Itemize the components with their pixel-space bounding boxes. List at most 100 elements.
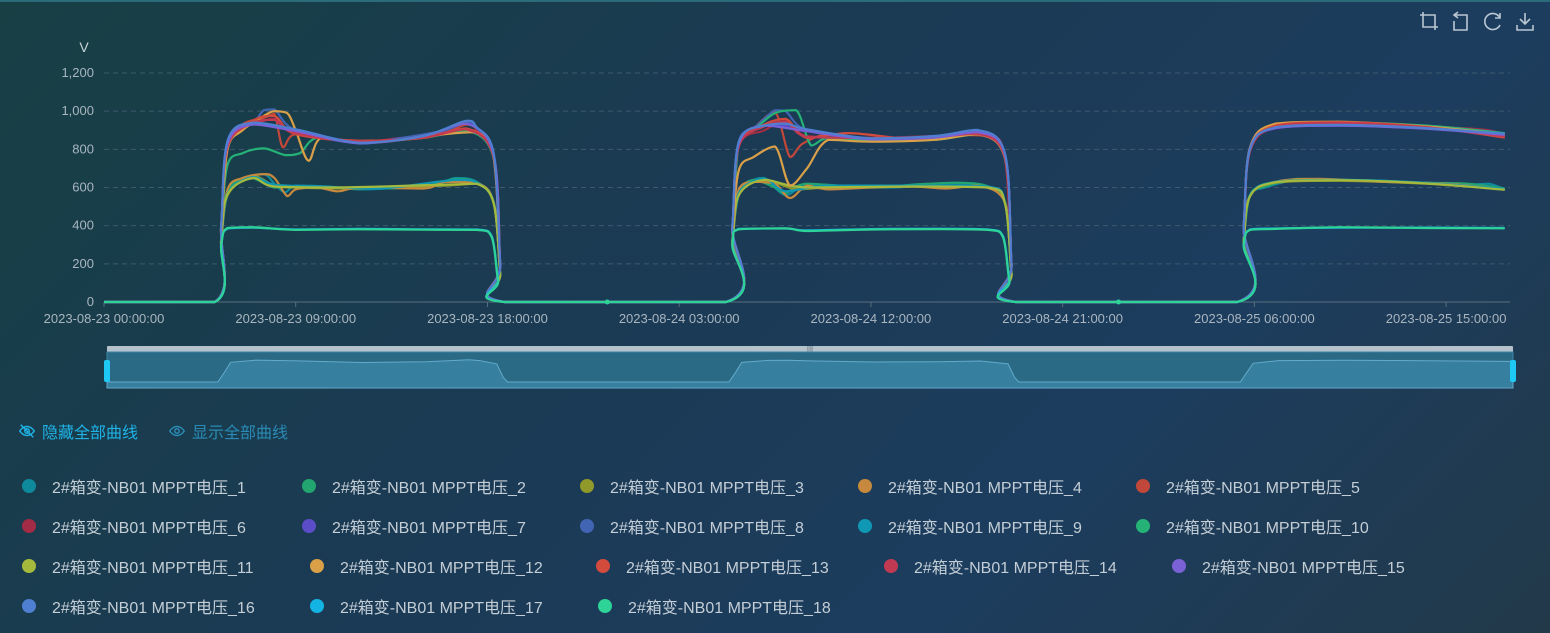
legend-color-dot bbox=[1172, 559, 1186, 573]
curve-toggles: 隐藏全部曲线 显示全部曲线 bbox=[18, 419, 288, 443]
chart-legend: 2#箱变-NB01 MPPT电压_1 2#箱变-NB01 MPPT电压_2 2#箱变… bbox=[22, 466, 1542, 626]
legend-item[interactable]: 2#箱变-NB01 MPPT电压_15 bbox=[1172, 554, 1405, 578]
refresh-icon[interactable] bbox=[1482, 10, 1504, 32]
series-point bbox=[604, 299, 610, 305]
legend-item[interactable]: 2#箱变-NB01 MPPT电压_11 bbox=[22, 554, 254, 578]
y-tick-label: 800 bbox=[72, 141, 94, 156]
legend-label: 2#箱变-NB01 MPPT电压_13 bbox=[626, 560, 829, 577]
top-border bbox=[0, 0, 1550, 2]
legend-item[interactable]: 2#箱变-NB01 MPPT电压_5 bbox=[1136, 474, 1360, 498]
line-chart[interactable]: 0 200 400 600 800 1,000 1,200 V 2023-08-23 00:00… bbox=[0, 0, 1550, 400]
legend-label: 2#箱变-NB01 MPPT电压_16 bbox=[52, 600, 255, 617]
zoom-handle-left[interactable] bbox=[104, 360, 110, 382]
y-tick-label: 600 bbox=[72, 180, 94, 195]
legend-item[interactable]: 2#箱变-NB01 MPPT电压_17 bbox=[310, 594, 543, 618]
series-line bbox=[104, 176, 1505, 304]
zoom-preview-area bbox=[106, 359, 1514, 389]
series-line bbox=[104, 176, 1505, 304]
chart-toolbox bbox=[1418, 10, 1536, 32]
legend-color-dot bbox=[884, 559, 898, 573]
y-tick-label: 1,200 bbox=[61, 65, 94, 80]
legend-label: 2#箱变-NB01 MPPT电压_6 bbox=[52, 520, 246, 537]
eye-icon bbox=[168, 425, 186, 437]
legend-item[interactable]: 2#箱变-NB01 MPPT电压_1 bbox=[22, 474, 246, 498]
legend-color-dot bbox=[310, 599, 324, 613]
legend-color-dot bbox=[1136, 479, 1150, 493]
legend-color-dot bbox=[310, 559, 324, 573]
legend-item[interactable]: 2#箱变-NB01 MPPT电压_8 bbox=[580, 514, 804, 538]
legend-item[interactable]: 2#箱变-NB01 MPPT电压_12 bbox=[310, 554, 543, 578]
legend-color-dot bbox=[596, 559, 610, 573]
legend-color-dot bbox=[858, 479, 872, 493]
series-line bbox=[104, 173, 1506, 304]
legend-label: 2#箱变-NB01 MPPT电压_14 bbox=[914, 560, 1117, 577]
x-tick-label: 2023-08-23 18:00:00 bbox=[427, 311, 548, 326]
y-tick-label: 1,000 bbox=[61, 103, 94, 118]
legend-label: 2#箱变-NB01 MPPT电压_11 bbox=[52, 560, 254, 577]
legend-row: 2#箱变-NB01 MPPT电压_16 2#箱变-NB01 MPPT电压_17 2#… bbox=[22, 586, 1542, 626]
legend-item[interactable]: 2#箱变-NB01 MPPT电压_9 bbox=[858, 514, 1082, 538]
x-tick-label: 2023-08-24 21:00:00 bbox=[1002, 311, 1123, 326]
legend-item[interactable]: 2#箱变-NB01 MPPT电压_7 bbox=[302, 514, 526, 538]
zoom-brush-bar bbox=[107, 346, 1513, 353]
legend-item[interactable]: 2#箱变-NB01 MPPT电压_13 bbox=[596, 554, 829, 578]
legend-color-dot bbox=[580, 479, 594, 493]
series-line bbox=[104, 173, 1505, 304]
series-line bbox=[104, 175, 1505, 304]
legend-color-dot bbox=[302, 479, 316, 493]
series-line bbox=[104, 174, 1505, 304]
x-tick-label: 2023-08-25 15:00:00 bbox=[1386, 311, 1507, 326]
legend-color-dot bbox=[22, 479, 36, 493]
legend-item[interactable]: 2#箱变-NB01 MPPT电压_18 bbox=[598, 594, 831, 618]
legend-item[interactable]: 2#箱变-NB01 MPPT电压_2 bbox=[302, 474, 526, 498]
show-all-label: 显示全部曲线 bbox=[192, 425, 289, 442]
legend-color-dot bbox=[580, 519, 594, 533]
y-tick-label: 200 bbox=[72, 256, 94, 271]
legend-label: 2#箱变-NB01 MPPT电压_17 bbox=[340, 600, 543, 617]
legend-label: 2#箱变-NB01 MPPT电压_7 bbox=[332, 520, 526, 537]
legend-color-dot bbox=[22, 559, 36, 573]
zoom-reset-icon[interactable] bbox=[1450, 10, 1472, 32]
legend-color-dot bbox=[598, 599, 612, 613]
series-point bbox=[1116, 299, 1122, 305]
download-icon[interactable] bbox=[1514, 10, 1536, 32]
show-all-curves-button[interactable]: 显示全部曲线 bbox=[168, 419, 288, 443]
legend-color-dot bbox=[858, 519, 872, 533]
zoom-handle-right[interactable] bbox=[1510, 360, 1516, 382]
legend-label: 2#箱变-NB01 MPPT电压_4 bbox=[888, 480, 1082, 497]
x-tick-label: 2023-08-23 00:00:00 bbox=[44, 311, 165, 326]
zoom-select-icon[interactable] bbox=[1418, 10, 1440, 32]
series-line bbox=[104, 119, 1505, 304]
legend-label: 2#箱变-NB01 MPPT电压_2 bbox=[332, 480, 526, 497]
legend-label: 2#箱变-NB01 MPPT电压_8 bbox=[610, 520, 804, 537]
legend-item[interactable]: 2#箱变-NB01 MPPT电压_14 bbox=[884, 554, 1117, 578]
legend-row: 2#箱变-NB01 MPPT电压_11 2#箱变-NB01 MPPT电压_12 2#… bbox=[22, 546, 1542, 586]
zoom-brush-grip: ||| bbox=[807, 345, 813, 354]
legend-color-dot bbox=[302, 519, 316, 533]
legend-label: 2#箱变-NB01 MPPT电压_1 bbox=[52, 480, 246, 497]
legend-item[interactable]: 2#箱变-NB01 MPPT电压_10 bbox=[1136, 514, 1369, 538]
legend-label: 2#箱变-NB01 MPPT电压_10 bbox=[1166, 520, 1369, 537]
x-tick-label: 2023-08-23 09:00:00 bbox=[235, 311, 356, 326]
eye-off-icon bbox=[18, 424, 36, 438]
legend-label: 2#箱变-NB01 MPPT电压_18 bbox=[628, 600, 831, 617]
legend-item[interactable]: 2#箱变-NB01 MPPT电压_16 bbox=[22, 594, 255, 618]
legend-label: 2#箱变-NB01 MPPT电压_3 bbox=[610, 480, 804, 497]
series-line bbox=[104, 226, 1505, 304]
x-tick-label: 2023-08-25 06:00:00 bbox=[1194, 311, 1315, 326]
hide-all-label: 隐藏全部曲线 bbox=[42, 425, 139, 442]
legend-label: 2#箱变-NB01 MPPT电压_15 bbox=[1202, 560, 1405, 577]
series-line bbox=[104, 226, 1505, 304]
legend-color-dot bbox=[22, 519, 36, 533]
legend-row: 2#箱变-NB01 MPPT电压_6 2#箱变-NB01 MPPT电压_7 2#箱变… bbox=[22, 506, 1542, 546]
legend-label: 2#箱变-NB01 MPPT电压_9 bbox=[888, 520, 1082, 537]
legend-label: 2#箱变-NB01 MPPT电压_5 bbox=[1166, 480, 1360, 497]
legend-row: 2#箱变-NB01 MPPT电压_1 2#箱变-NB01 MPPT电压_2 2#箱变… bbox=[22, 466, 1542, 506]
legend-item[interactable]: 2#箱变-NB01 MPPT电压_4 bbox=[858, 474, 1082, 498]
x-tick-label: 2023-08-24 12:00:00 bbox=[811, 311, 932, 326]
hide-all-curves-button[interactable]: 隐藏全部曲线 bbox=[18, 419, 138, 443]
legend-item[interactable]: 2#箱变-NB01 MPPT电压_3 bbox=[580, 474, 804, 498]
legend-color-dot bbox=[1136, 519, 1150, 533]
series-line bbox=[104, 109, 1505, 304]
legend-item[interactable]: 2#箱变-NB01 MPPT电压_6 bbox=[22, 514, 246, 538]
